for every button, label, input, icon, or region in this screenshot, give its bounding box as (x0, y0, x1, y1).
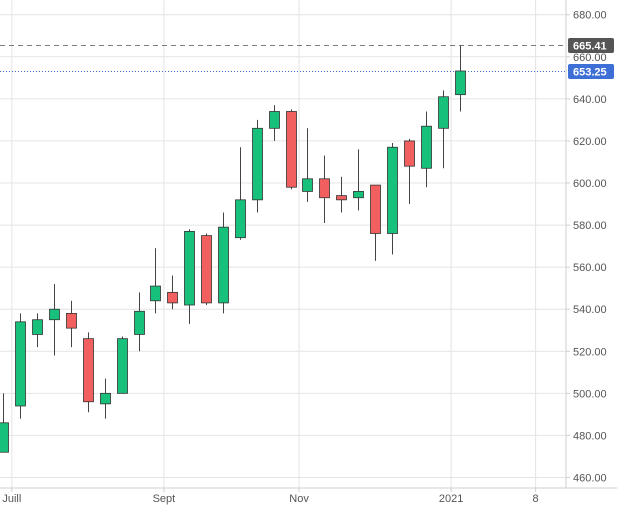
y-tick-label: 580.00 (573, 220, 607, 232)
candle-body (421, 125, 432, 169)
candle-down (83, 332, 94, 413)
y-tick-label: 520.00 (573, 346, 607, 358)
candle-body (83, 338, 94, 403)
candle-body (387, 146, 398, 234)
candle-body (32, 319, 43, 335)
candle-body (235, 199, 246, 239)
x-tick-label: 8 (533, 493, 539, 505)
candle-up (134, 292, 145, 352)
y-tick-label: 600.00 (573, 178, 607, 190)
candle-body (302, 178, 313, 192)
candle-body (201, 235, 212, 304)
candle-body (117, 338, 128, 394)
candle-down (319, 155, 330, 223)
x-tick-label: Sept (153, 493, 176, 505)
candle-up (269, 105, 280, 141)
x-tick-label: Juill (2, 493, 21, 505)
candle-up (302, 128, 313, 202)
candle-body (134, 310, 145, 335)
candle-body (286, 111, 297, 188)
candle-body (167, 291, 178, 304)
candle-body (404, 140, 415, 167)
y-tick-label: 620.00 (573, 136, 607, 148)
candle-up (117, 336, 128, 394)
candle-up (421, 111, 432, 188)
y-tick-label: 460.00 (573, 472, 607, 484)
candle-body (66, 313, 77, 329)
y-tick-label: 500.00 (573, 388, 607, 400)
candle-body (15, 321, 26, 407)
y-tick-label: 560.00 (573, 262, 607, 274)
candle-body (150, 285, 161, 302)
candle-up (184, 229, 195, 324)
high-price-badge (568, 38, 614, 53)
candle-body (269, 111, 280, 129)
candle-body (455, 70, 466, 96)
y-tick-label: 640.00 (573, 94, 607, 106)
high-price-badge-label: 665.41 (573, 41, 607, 53)
candle-body (370, 184, 381, 234)
candle-up (252, 119, 263, 213)
y-tick-label: 680.00 (573, 10, 607, 22)
candle-body (353, 191, 364, 199)
candle-body (49, 308, 60, 321)
candle-up (15, 313, 26, 419)
y-tick-label: 660.00 (573, 52, 607, 64)
candle-down (167, 275, 178, 310)
candle-up (438, 90, 449, 169)
grid-lines (0, 0, 566, 488)
candle-up (455, 45, 466, 112)
candle-down (404, 138, 415, 205)
axes (0, 0, 617, 489)
candle-up (49, 283, 60, 356)
x-tick-label: 2021 (439, 493, 463, 505)
reference-lines (0, 45, 566, 72)
candle-body (319, 178, 330, 199)
candle-down (286, 109, 297, 190)
candle-body (218, 226, 229, 304)
candle-body (336, 195, 347, 201)
candles (0, 45, 466, 453)
price-badges: 665.41 653.25 (568, 38, 614, 79)
x-tick-label: Nov (289, 493, 309, 505)
last-price-badge (568, 64, 614, 79)
y-tick-label: 480.00 (573, 430, 607, 442)
candle-up (235, 147, 246, 240)
candle-body (252, 127, 263, 201)
candle-up (32, 313, 43, 348)
candle-up (150, 248, 161, 314)
candle-up (353, 149, 364, 211)
candle-up (218, 212, 229, 314)
candle-down (370, 184, 381, 261)
y-axis-tick-labels: 460.00 480.00 500.00 520.00 540.00 560.00 580.… (566, 10, 607, 484)
candle-up (387, 143, 398, 255)
x-axis-tick-labels: Juill Sept Nov 2021 8 (2, 488, 539, 505)
y-tick-label: 540.00 (573, 304, 607, 316)
candle-body (184, 230, 195, 306)
candle-down (66, 300, 77, 348)
candle-body (100, 392, 111, 405)
last-price-badge-label: 653.25 (573, 67, 607, 79)
candle-body (438, 96, 449, 129)
candle-up (100, 378, 111, 419)
candle-body (0, 422, 9, 453)
candle-down (336, 176, 347, 213)
candle-up (0, 393, 9, 453)
candle-down (201, 233, 212, 305)
